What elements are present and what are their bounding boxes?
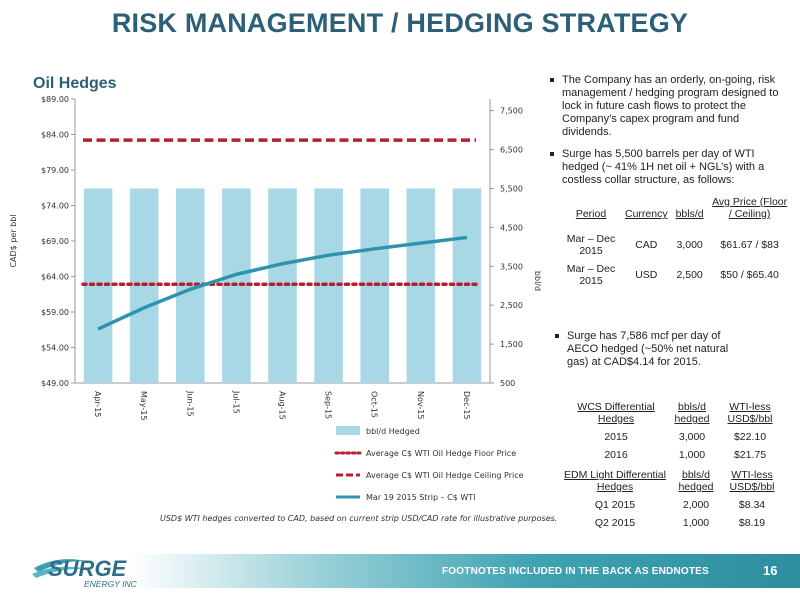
strip-price-line <box>97 235 468 331</box>
table-row: Mar – Dec 2015 USD 2,500 $50 / $65.40 <box>566 263 779 287</box>
logo-subtext: ENERGY INC <box>84 579 138 589</box>
y-left-tick-label: $69.00 <box>41 237 69 246</box>
legend-label: bbl/d Hedged <box>366 427 420 436</box>
x-tick-label: Aug-15 <box>278 391 287 420</box>
y-left-tick-label: $89.00 <box>41 95 69 104</box>
table-row: Q1 2015 2,000 $8.34 <box>594 499 766 511</box>
y-left-tick-label: $49.00 <box>41 379 69 388</box>
y-left-tick-label: $74.00 <box>41 202 69 211</box>
table-row: Q2 2015 1,000 $8.19 <box>594 517 766 529</box>
legend-label: Mar 19 2015 Strip – C$ WTI <box>366 493 476 502</box>
wcs-hedge-table: WCS Differential Hedges bbls/d hedged WT… <box>567 401 781 464</box>
wcs-col-price: WTI-less USD$/bbl <box>727 401 773 425</box>
surge-logo: SURGE ENERGY INC <box>32 556 138 589</box>
y-left-tick-label: $84.00 <box>41 131 69 140</box>
y-left-tick-label: $64.00 <box>41 273 69 282</box>
y-right-tick-label: 7,500 <box>500 107 523 116</box>
y-right-tick-label: 500 <box>500 379 515 388</box>
wcs-col-bbls: bbls/d hedged <box>674 401 710 425</box>
chart-footnote: USD$ WTI hedges converted to CAD, based … <box>160 514 558 523</box>
edm-col-hedges: EDM Light Differential Hedges <box>564 469 666 493</box>
y-left-axis-title: CAD$ per bbl <box>9 214 18 267</box>
oil-col-period: Period <box>575 208 607 220</box>
table-row: Mar – Dec 2015 CAD 3,000 $61.67 / $83 <box>566 233 779 257</box>
edm-col-bbls: bbls/d hedged <box>678 469 714 493</box>
y-right-tick-label: 2,500 <box>500 301 523 310</box>
page-number: 16 <box>763 563 778 578</box>
legend-label: Average C$ WTI Oil Hedge Floor Price <box>366 449 516 458</box>
legend-swatch <box>336 426 360 435</box>
oil-col-currency: Currency <box>625 208 668 220</box>
oil-col-bbls: bbls/d <box>675 208 704 220</box>
bullet-program: The Company has an orderly, on-going, ri… <box>548 74 788 139</box>
x-tick-label: Oct-15 <box>370 391 379 418</box>
x-tick-label: Sep-15 <box>324 391 333 419</box>
y-right-tick-label: 1,500 <box>500 340 523 349</box>
legend-label: Average C$ WTI Oil Hedge Ceiling Price <box>366 471 524 480</box>
hedging-bullets: The Company has an orderly, on-going, ri… <box>548 74 788 196</box>
table-row: 2015 3,000 $22.10 <box>604 431 767 443</box>
y-right-tick-label: 4,500 <box>500 223 523 232</box>
oil-col-price: Avg Price (Floor / Ceiling) <box>712 196 788 220</box>
edm-hedge-table: EDM Light Differential Hedges bbls/d hed… <box>560 469 782 532</box>
y-left-tick-label: $79.00 <box>41 166 69 175</box>
footer-text: FOOTNOTES INCLUDED IN THE BACK AS ENDNOT… <box>442 566 709 577</box>
footer-bar <box>130 554 800 588</box>
y-right-tick-label: 6,500 <box>500 146 523 155</box>
x-tick-label: May-15 <box>139 391 148 420</box>
oil-hedge-table: Period Currency bbls/d Avg Price (Floor … <box>560 196 791 290</box>
bullet-gas-hedge: Surge has 7,586 mcf per day of AECO hedg… <box>553 330 733 369</box>
logo-wordmark: SURGE <box>48 556 128 581</box>
bullet-wti-hedge: Surge has 5,500 barrels per day of WTI h… <box>548 148 788 187</box>
x-tick-label: Jun-15 <box>185 390 194 417</box>
y-left-tick-label: $54.00 <box>41 344 69 353</box>
table-row: 2016 1,000 $21.75 <box>604 449 767 461</box>
oil-hedges-chart: $89.00 $84.00 $79.00 $74.00 $69.00 $64.00 $59.… <box>9 95 542 502</box>
x-tick-label: Nov-15 <box>416 391 425 419</box>
chart-title: Oil Hedges <box>33 75 117 92</box>
x-tick-label: Dec-15 <box>462 391 471 420</box>
y-right-tick-label: 3,500 <box>500 262 523 271</box>
wcs-col-hedges: WCS Differential Hedges <box>577 401 655 425</box>
y-left-tick-label: $59.00 <box>41 308 69 317</box>
x-tick-label: Jul-15 <box>231 390 240 414</box>
y-right-axis-title: bbl/d <box>533 271 542 291</box>
page-title: RISK MANAGEMENT / HEDGING STRATEGY <box>111 8 689 38</box>
edm-col-price: WTI-less USD$/bbl <box>729 469 775 493</box>
y-right-tick-label: 5,500 <box>500 184 523 193</box>
x-tick-label: Apr-15 <box>93 391 102 417</box>
